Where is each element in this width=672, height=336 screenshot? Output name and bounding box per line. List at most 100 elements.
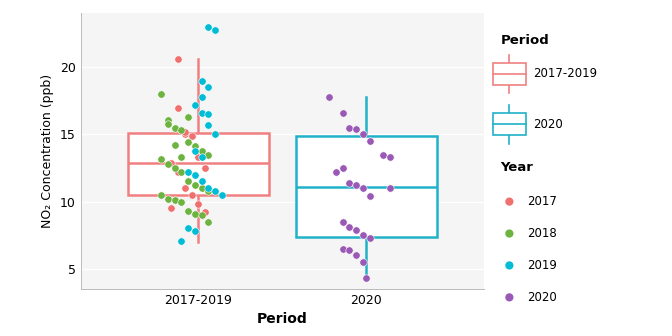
Point <box>337 246 348 251</box>
Point <box>364 138 375 144</box>
Point <box>183 114 194 120</box>
Point <box>361 276 372 281</box>
Point <box>504 263 515 268</box>
Point <box>203 122 214 128</box>
Point <box>203 152 214 157</box>
Point <box>190 148 200 153</box>
Point <box>344 180 355 185</box>
Point <box>358 132 368 137</box>
Point <box>179 129 190 134</box>
Point <box>216 192 227 198</box>
Point <box>378 152 388 157</box>
Point <box>156 156 167 161</box>
Point <box>384 185 395 191</box>
Point <box>190 102 200 108</box>
Point <box>183 179 194 184</box>
Point <box>183 208 194 214</box>
Text: 2020: 2020 <box>528 291 557 304</box>
X-axis label: Period: Period <box>257 312 308 326</box>
Point <box>176 238 187 243</box>
Point <box>351 126 362 132</box>
Point <box>196 78 207 83</box>
Point <box>179 185 190 191</box>
Point <box>163 196 173 202</box>
Point <box>173 169 183 175</box>
Text: 2020: 2020 <box>533 118 562 131</box>
Point <box>176 155 187 160</box>
Point <box>196 110 207 116</box>
Point <box>210 188 220 194</box>
Point <box>163 161 173 167</box>
Point <box>163 117 173 122</box>
Point <box>176 169 187 175</box>
Point <box>364 194 375 199</box>
Point <box>203 185 214 191</box>
Point <box>324 94 335 99</box>
Point <box>203 112 214 117</box>
Point <box>196 185 207 191</box>
Point <box>166 160 177 165</box>
Point <box>190 144 200 149</box>
Point <box>358 233 368 238</box>
Point <box>166 206 177 211</box>
Point <box>203 24 214 30</box>
Point <box>337 110 348 116</box>
Point <box>183 140 194 145</box>
Point <box>351 227 362 233</box>
Y-axis label: NO₂ Concentration (ppb): NO₂ Concentration (ppb) <box>42 74 54 228</box>
Point <box>196 179 207 184</box>
Point <box>186 133 197 138</box>
Point <box>176 199 187 204</box>
Point <box>186 192 197 198</box>
Point <box>169 125 180 130</box>
Point <box>196 94 207 99</box>
Point <box>337 165 348 171</box>
Point <box>344 247 355 253</box>
Point <box>163 121 173 126</box>
Point <box>183 169 194 175</box>
Point <box>504 199 515 204</box>
Point <box>344 224 355 230</box>
Text: 2017: 2017 <box>528 195 557 208</box>
Point <box>358 185 368 191</box>
Point <box>183 226 194 231</box>
Point <box>156 192 167 198</box>
Bar <box>296 136 437 237</box>
Point <box>179 132 190 137</box>
Point <box>504 295 515 300</box>
Point <box>364 235 375 241</box>
Point <box>196 155 207 160</box>
Text: 2018: 2018 <box>528 227 557 240</box>
Point <box>344 125 355 130</box>
Point <box>196 148 207 153</box>
Point <box>351 183 362 188</box>
Point <box>384 155 395 160</box>
Point <box>203 188 214 194</box>
Point <box>203 85 214 90</box>
Point <box>176 128 187 133</box>
Bar <box>128 133 269 195</box>
Point <box>169 142 180 148</box>
Text: 2019: 2019 <box>528 259 557 272</box>
Point <box>358 259 368 265</box>
Text: 2017-2019: 2017-2019 <box>533 68 597 80</box>
Bar <box>493 114 526 135</box>
Point <box>190 183 200 188</box>
Point <box>196 212 207 218</box>
Point <box>337 219 348 224</box>
Point <box>190 211 200 216</box>
Point <box>193 155 204 160</box>
Point <box>351 253 362 258</box>
Point <box>169 198 180 203</box>
Bar <box>493 63 526 85</box>
Point <box>200 165 210 171</box>
Point <box>193 202 204 207</box>
Point <box>156 91 167 97</box>
Point <box>210 27 220 32</box>
Point <box>190 228 200 234</box>
Point <box>210 132 220 137</box>
Point <box>190 172 200 177</box>
Point <box>173 56 183 62</box>
Point <box>331 169 341 175</box>
Point <box>200 210 210 215</box>
